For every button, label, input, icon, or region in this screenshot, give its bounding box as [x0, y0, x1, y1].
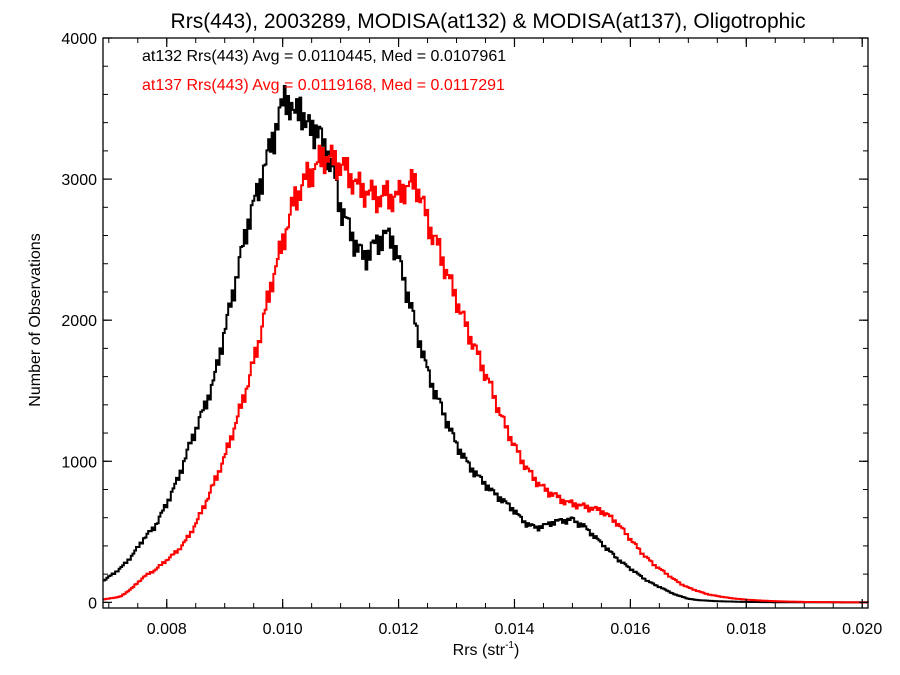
y-tick-label: 2000 [61, 313, 97, 330]
x-axis-label-exponent: -1 [505, 640, 514, 651]
x-tick-label: 0.010 [263, 621, 303, 638]
series-line-at137 [103, 144, 869, 604]
chart-title: Rrs(443), 2003289, MODISA(at132) & MODIS… [171, 10, 806, 33]
legend-at132: at132 Rrs(443) Avg = 0.0110445, Med = 0.… [142, 48, 506, 65]
x-axis-label: Rrs (str-1) [453, 640, 520, 659]
plot-area: 0.008 0.010 0.012 0.014 0.016 0.018 0.020 0 1000… [61, 31, 882, 638]
x-axis-label-base: Rrs (str [453, 642, 506, 659]
x-axis-label-close: ) [514, 642, 519, 659]
x-tick-label: 0.012 [379, 621, 419, 638]
x-tick-label: 0.016 [610, 621, 650, 638]
x-tick-label: 0.008 [147, 621, 187, 638]
x-tick-label: 0.020 [842, 621, 882, 638]
legend: at132 Rrs(443) Avg = 0.0110445, Med = 0.… [142, 48, 506, 94]
y-tick-label: 3000 [61, 172, 97, 189]
legend-at137: at137 Rrs(443) Avg = 0.0119168, Med = 0.… [142, 77, 505, 94]
x-tick-label: 0.018 [726, 621, 766, 638]
y-tick-label: 0 [88, 595, 97, 612]
y-tick-label: 4000 [61, 31, 97, 48]
y-axis-label: Number of Observations [27, 233, 44, 406]
plot-frame [102, 37, 869, 609]
y-tick-label: 1000 [61, 454, 97, 471]
series-layer [103, 85, 869, 604]
series-line-at132 [103, 85, 868, 604]
ticks-layer: 0.008 0.010 0.012 0.014 0.016 0.018 0.020 0 1000… [61, 31, 882, 638]
x-tick-label: 0.014 [494, 621, 534, 638]
